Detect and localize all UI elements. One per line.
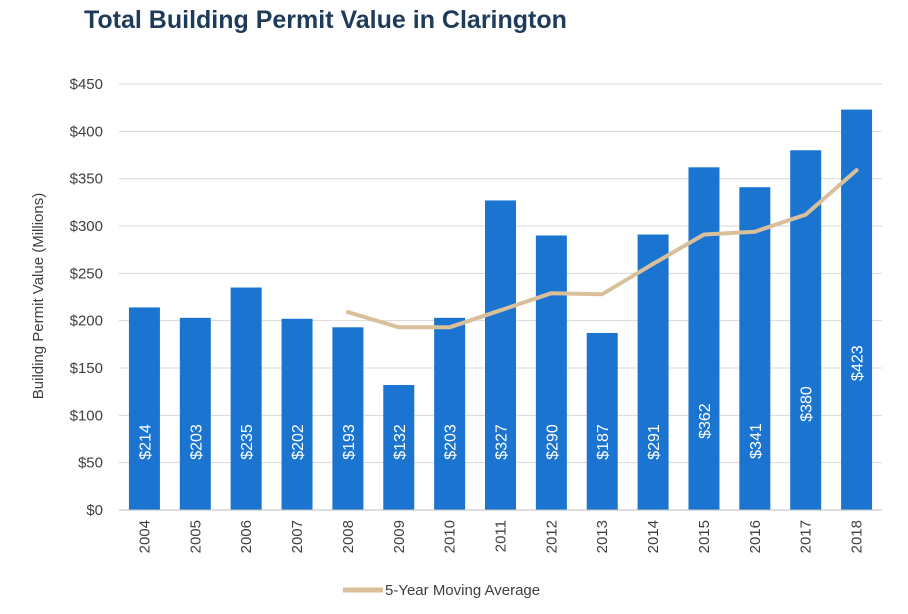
moving-average-line (345, 168, 859, 330)
chart-title: Total Building Permit Value in Claringto… (84, 6, 567, 34)
x-tick-label: 2004 (136, 520, 153, 553)
y-axis-ticks: $0 $50 $100 $150 $200 $250 $300 $350 $400 $450 (70, 76, 103, 519)
y-tick-label: $250 (70, 265, 103, 282)
x-axis-ticks: 2004 2005 2006 2007 2008 2009 2010 2011 2012 2013… (136, 520, 865, 553)
x-tick-label: 2017 (798, 520, 815, 553)
y-tick-label: $150 (70, 360, 103, 377)
data-label: $341 (748, 423, 765, 459)
bar (179, 317, 211, 510)
x-tick-label: 2016 (747, 520, 764, 553)
y-tick-label: $0 (86, 502, 103, 519)
x-tick-label: 2013 (594, 520, 611, 553)
bar (434, 317, 466, 510)
bar (637, 234, 669, 510)
x-tick-label: 2012 (543, 520, 560, 553)
y-tick-label: $400 (70, 123, 103, 140)
bar (586, 332, 618, 510)
x-tick-label: 2015 (696, 520, 713, 553)
data-label: $423 (850, 345, 867, 381)
y-tick-label: $300 (70, 218, 103, 235)
y-axis-label: Building Permit Value (Millions) (30, 193, 47, 399)
bar (535, 235, 567, 510)
bar (383, 385, 415, 510)
data-label: $187 (595, 424, 612, 460)
bar (230, 287, 262, 510)
data-label: $291 (646, 424, 663, 460)
data-labels: $214 $203 $235 $202 $193 $132 $203 $327 $290 $187… (137, 345, 866, 460)
moving-average-series-line (345, 168, 859, 330)
legend: 5-Year Moving Average (343, 582, 540, 599)
data-label: $362 (697, 403, 714, 439)
x-tick-label: 2005 (187, 520, 204, 553)
data-label: $214 (137, 424, 154, 460)
bar (739, 187, 771, 511)
x-tick-label: 2018 (849, 520, 866, 553)
bar (332, 327, 364, 510)
y-tick-label: $50 (78, 455, 103, 472)
bar (841, 109, 873, 510)
bars (128, 109, 873, 511)
data-label: $132 (392, 424, 409, 460)
legend-label: 5-Year Moving Average (385, 582, 540, 599)
data-label: $327 (494, 424, 511, 460)
x-tick-label: 2008 (340, 520, 357, 553)
x-tick-label: 2009 (391, 520, 408, 553)
bar (128, 307, 160, 510)
data-label: $202 (290, 424, 307, 460)
y-tick-label: $450 (70, 76, 103, 93)
x-tick-label: 2010 (442, 520, 459, 553)
x-tick-label: 2007 (289, 520, 306, 553)
bar (281, 318, 313, 510)
data-label: $193 (341, 424, 358, 460)
data-label: $203 (443, 424, 460, 460)
bar (485, 200, 516, 510)
bar (688, 167, 720, 510)
y-tick-label: $350 (70, 171, 103, 188)
data-label: $203 (188, 424, 205, 460)
y-tick-label: $100 (70, 407, 103, 424)
data-label: $290 (544, 424, 561, 460)
data-label: $380 (799, 386, 816, 422)
x-tick-label: 2011 (493, 520, 510, 552)
x-tick-label: 2006 (238, 520, 255, 553)
x-tick-label: 2014 (645, 520, 662, 553)
bar (790, 150, 822, 510)
data-label: $235 (239, 424, 256, 460)
y-tick-label: $200 (70, 313, 103, 330)
